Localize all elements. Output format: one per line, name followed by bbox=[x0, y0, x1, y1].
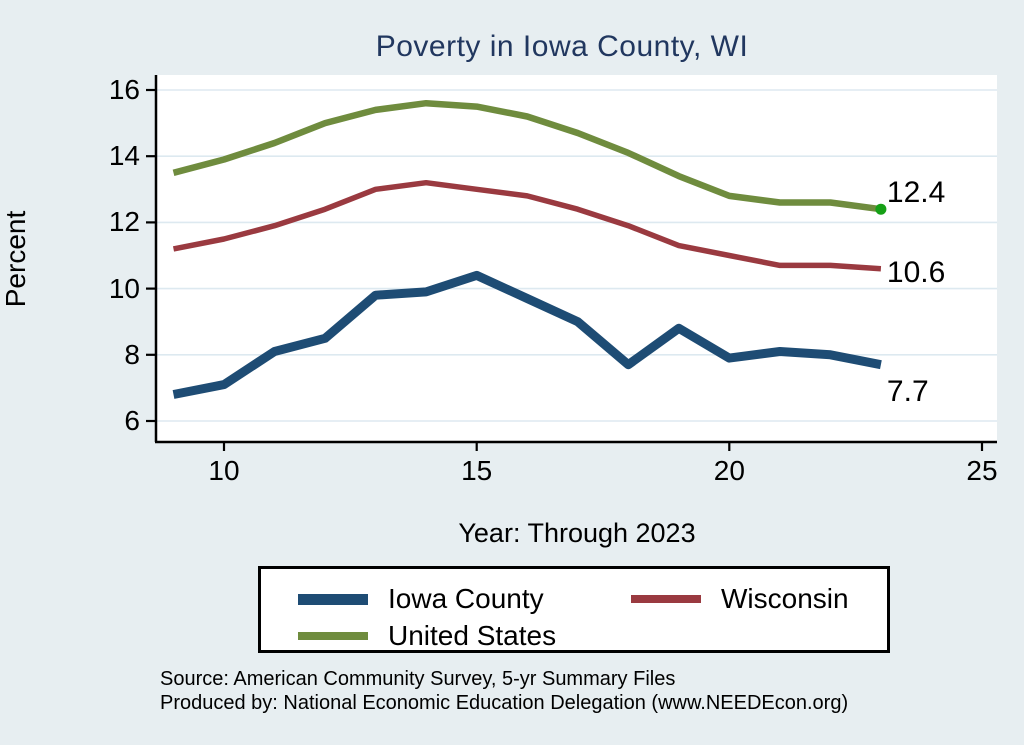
legend-swatch-wisconsin bbox=[631, 595, 701, 603]
x-tick-label: 10 bbox=[208, 455, 240, 486]
x-tick-label: 25 bbox=[966, 455, 998, 486]
legend: Iowa County Wisconsin United States bbox=[258, 566, 890, 653]
legend-label-iowa-county: Iowa County bbox=[388, 583, 544, 614]
y-tick-label: 14 bbox=[108, 140, 140, 172]
series-end-label: 10.6 bbox=[886, 255, 946, 289]
legend-item-wisconsin: Wisconsin bbox=[631, 582, 849, 616]
x-tick-label: 20 bbox=[713, 455, 745, 486]
x-axis-title: Year: Through 2023 bbox=[458, 518, 696, 548]
footer-notes: Source: American Community Survey, 5-yr … bbox=[160, 667, 980, 715]
chart-title: Poverty in Iowa County, WI bbox=[375, 30, 749, 63]
chart-canvas bbox=[146, 75, 997, 451]
y-tick-label: 8 bbox=[124, 338, 140, 370]
y-axis-title: Percent bbox=[0, 210, 31, 308]
producer-note: Produced by: National Economic Education… bbox=[160, 692, 849, 714]
y-tick-label: 6 bbox=[124, 405, 140, 436]
legend-swatch-united-states bbox=[298, 632, 368, 640]
y-tick-label: 10 bbox=[108, 272, 140, 304]
x-tick-label: 15 bbox=[461, 455, 493, 486]
series-end-label: 7.7 bbox=[886, 374, 929, 408]
legend-item-iowa-county: Iowa County bbox=[298, 582, 544, 616]
y-tick-label: 12 bbox=[108, 206, 140, 238]
source-note: Source: American Community Survey, 5-yr … bbox=[160, 668, 676, 690]
legend-label-wisconsin: Wisconsin bbox=[721, 583, 849, 614]
series-end-label: 12.4 bbox=[886, 176, 946, 210]
legend-item-united-states: United States bbox=[298, 619, 556, 653]
plot-area bbox=[146, 75, 997, 451]
y-tick-label: 16 bbox=[108, 74, 140, 105]
legend-label-united-states: United States bbox=[388, 620, 557, 651]
legend-swatch-iowa-county bbox=[298, 593, 368, 605]
